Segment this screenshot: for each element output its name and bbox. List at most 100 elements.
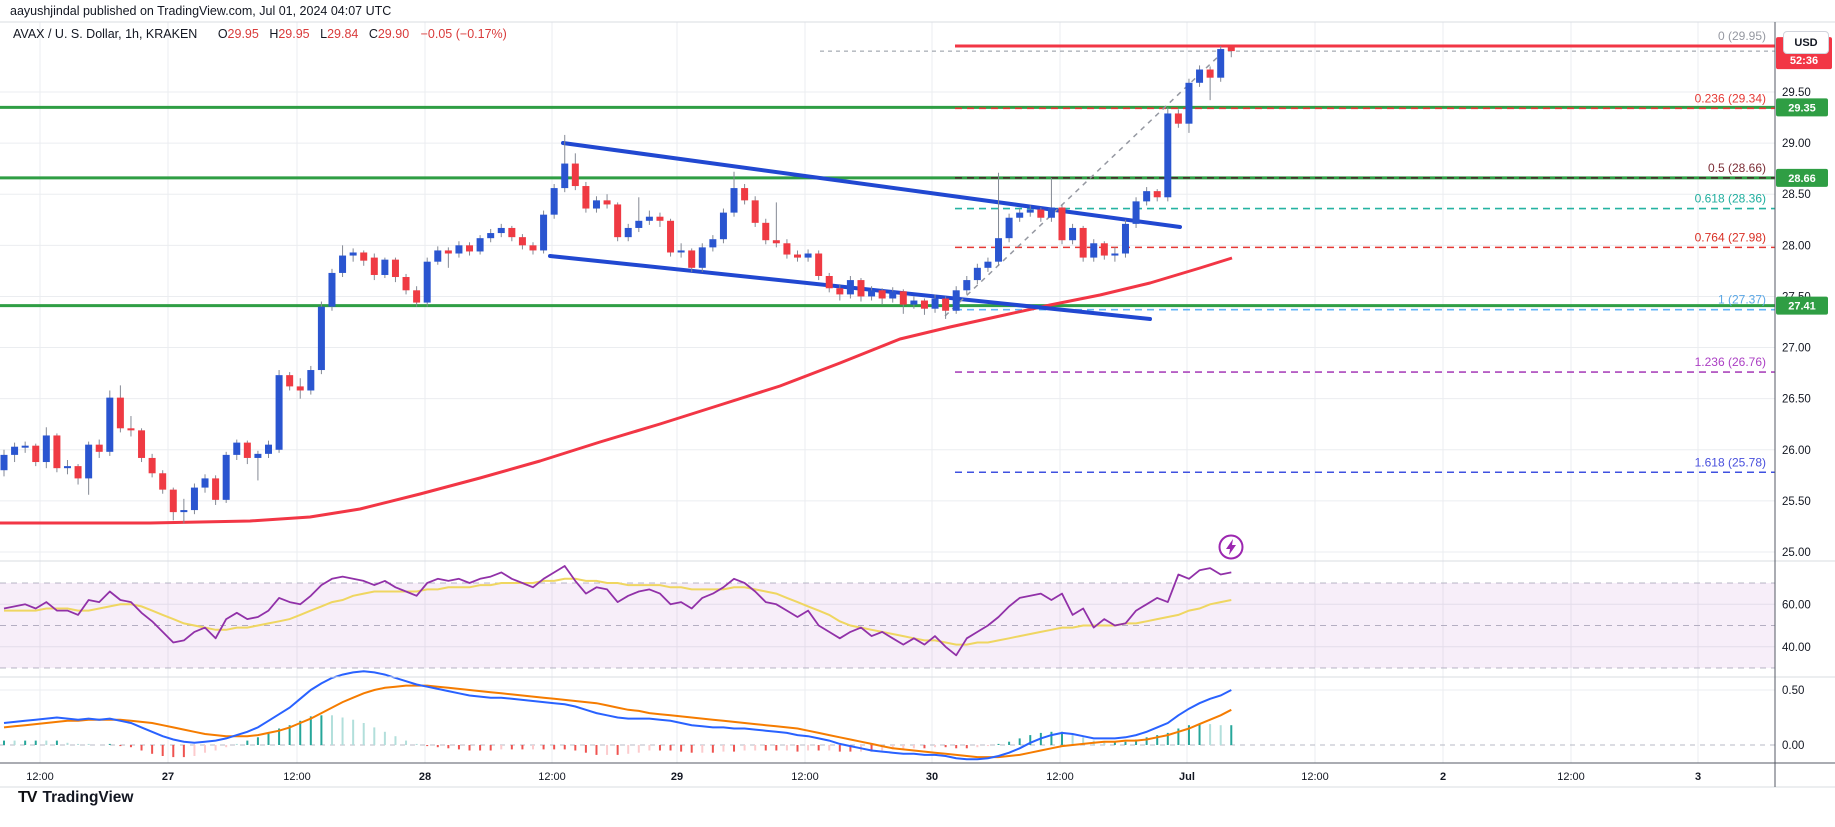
candle-up[interactable]: [0, 454, 8, 471]
candle-down[interactable]: [1174, 113, 1182, 124]
rsi-line[interactable]: [3, 565, 1232, 657]
candle-down[interactable]: [656, 216, 664, 221]
candle-up[interactable]: [719, 212, 727, 240]
candle-up[interactable]: [889, 291, 897, 299]
candle-up[interactable]: [910, 300, 918, 305]
candle-down[interactable]: [571, 163, 579, 187]
candle-up[interactable]: [730, 188, 738, 213]
candle-down[interactable]: [402, 277, 410, 291]
candle-down[interactable]: [1058, 207, 1066, 241]
candle-down[interactable]: [116, 397, 124, 429]
candle-up[interactable]: [1026, 209, 1034, 213]
candle-up[interactable]: [106, 397, 114, 452]
candle-down[interactable]: [857, 280, 865, 297]
candle-up[interactable]: [561, 163, 569, 189]
candle-down[interactable]: [815, 253, 823, 276]
candle-up[interactable]: [381, 259, 389, 275]
candle-down[interactable]: [32, 445, 40, 463]
candle-down[interactable]: [1037, 209, 1045, 218]
candle-down[interactable]: [53, 435, 61, 469]
candle-up[interactable]: [190, 487, 198, 511]
candle-up[interactable]: [307, 370, 315, 391]
candle-down[interactable]: [159, 473, 167, 490]
candle-up[interactable]: [592, 200, 600, 209]
candle-down[interactable]: [138, 430, 146, 458]
candle-down[interactable]: [74, 466, 82, 479]
candle-up[interactable]: [846, 280, 854, 295]
candle-up[interactable]: [423, 261, 431, 303]
candle-down[interactable]: [1153, 191, 1161, 198]
candle-up[interactable]: [1047, 207, 1055, 218]
candle-down[interactable]: [741, 188, 749, 201]
symbol-name[interactable]: AVAX / U. S. Dollar, 1h, KRAKEN: [13, 27, 198, 41]
candle-up[interactable]: [497, 227, 505, 234]
candle-up[interactable]: [698, 247, 706, 268]
candle-up[interactable]: [709, 239, 717, 248]
candle-down[interactable]: [212, 478, 220, 500]
time-axis[interactable]: 12:00 27 12:00 28 12:00 29 12:00 30 12:00 Jul 12:0…: [26, 771, 1701, 783]
candle-up[interactable]: [275, 375, 283, 450]
candle-down[interactable]: [370, 257, 378, 275]
candle-up[interactable]: [85, 444, 93, 479]
candle-up[interactable]: [1132, 201, 1140, 224]
candle-down[interactable]: [1227, 46, 1235, 52]
candle-up[interactable]: [222, 454, 230, 500]
candle-down[interactable]: [95, 444, 103, 452]
candle-up[interactable]: [328, 272, 336, 307]
red-moving-average-line[interactable]: [0, 256, 1233, 525]
candle-up[interactable]: [1111, 253, 1119, 256]
candle-up[interactable]: [645, 216, 653, 221]
candle-down[interactable]: [169, 489, 177, 513]
candle-down[interactable]: [688, 250, 696, 268]
candle-down[interactable]: [243, 442, 251, 458]
candle-up[interactable]: [317, 306, 325, 371]
candle-down[interactable]: [508, 227, 516, 238]
candle-up[interactable]: [455, 245, 463, 254]
candle-down[interactable]: [444, 250, 452, 254]
candle-down[interactable]: [582, 186, 590, 209]
candle-up[interactable]: [476, 238, 484, 252]
candle-down[interactable]: [603, 200, 611, 205]
candle-down[interactable]: [518, 237, 526, 246]
candle-up[interactable]: [201, 478, 209, 488]
candle-up[interactable]: [550, 188, 558, 215]
candle-up[interactable]: [349, 252, 357, 256]
candle-up[interactable]: [677, 250, 685, 253]
candle-down[interactable]: [529, 245, 537, 251]
candle-down[interactable]: [825, 275, 833, 289]
rsi-ma-line[interactable]: [4, 577, 1232, 646]
gray-dashed-trendline[interactable]: [944, 51, 1224, 317]
candle-down[interactable]: [783, 243, 791, 255]
candle-up[interactable]: [868, 290, 876, 297]
candle-up[interactable]: [254, 453, 262, 458]
candle-up[interactable]: [180, 510, 188, 513]
candle-down[interactable]: [899, 291, 907, 305]
candle-down[interactable]: [1079, 227, 1087, 258]
candle-down[interactable]: [148, 457, 156, 474]
candle-up[interactable]: [1005, 217, 1013, 239]
candle-down[interactable]: [762, 222, 770, 241]
candle-down[interactable]: [878, 290, 886, 299]
candle-up[interactable]: [1143, 191, 1151, 202]
candle-up[interactable]: [21, 445, 29, 448]
candle-up[interactable]: [931, 298, 939, 309]
candle-up[interactable]: [952, 290, 960, 311]
candle-down[interactable]: [772, 240, 780, 244]
candle-up[interactable]: [233, 442, 241, 455]
candle-up[interactable]: [1217, 49, 1225, 78]
candle-up[interactable]: [624, 227, 632, 238]
candle-up[interactable]: [995, 238, 1003, 262]
candle-up[interactable]: [434, 250, 442, 262]
candle-up[interactable]: [1121, 223, 1129, 254]
candle-down[interactable]: [1206, 69, 1214, 78]
candle-up[interactable]: [1196, 69, 1204, 83]
candle-up[interactable]: [984, 261, 992, 268]
candle-down[interactable]: [391, 259, 399, 278]
candle-down[interactable]: [360, 252, 368, 261]
macd-signal-line[interactable]: [3, 684, 1232, 759]
candle-up[interactable]: [265, 444, 272, 454]
candle-up[interactable]: [42, 435, 50, 463]
candlestick-series[interactable]: [0, 46, 1235, 524]
candle-down[interactable]: [614, 204, 622, 238]
